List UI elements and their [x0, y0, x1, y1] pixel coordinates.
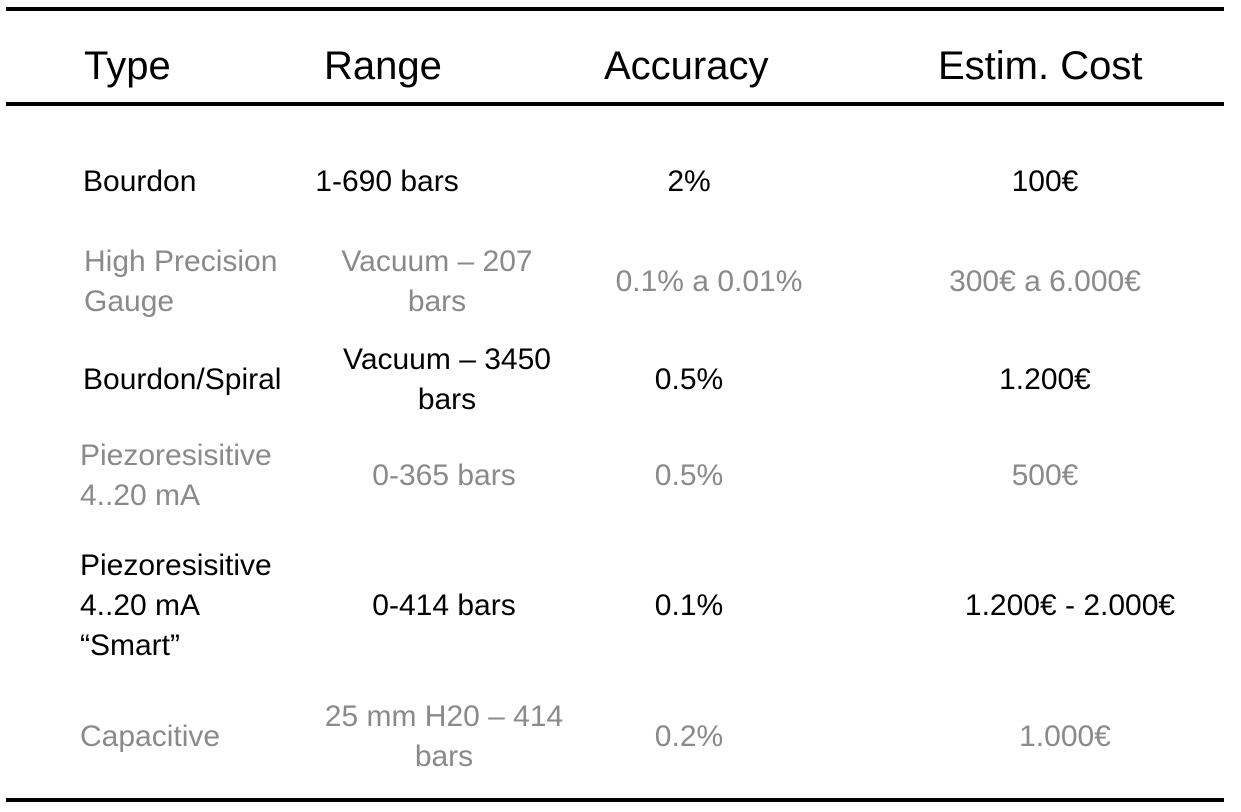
cost-cell: 300€ a 6.000€: [949, 265, 1141, 298]
range-cell: 25 mm H20 – 414 bars: [304, 697, 584, 777]
type-line: Gauge: [84, 285, 175, 318]
range-line: bars: [407, 285, 467, 318]
range-line: Vacuum – 3450: [343, 343, 551, 376]
range-cell: 0-365 bars: [324, 456, 564, 496]
range-line: bars: [417, 383, 477, 416]
cost-cell: 500€: [1011, 459, 1079, 492]
table-top-rule: [6, 7, 1224, 11]
accuracy-cell: 2%: [667, 165, 711, 198]
range-line: 0-365 bars: [372, 459, 516, 492]
type-cell: Piezoresisitive 4..20 mA: [80, 436, 272, 516]
range-cell: Vacuum – 3450 bars: [317, 340, 577, 420]
range-cell: 1-690 bars: [287, 162, 487, 202]
cost-cell: 1.200€: [999, 363, 1091, 396]
type-cell: High Precision Gauge: [84, 242, 277, 322]
accuracy-cell: 0.1% a 0.01%: [615, 265, 803, 298]
header-cost: Estim. Cost: [938, 44, 1143, 88]
header-type: Type: [84, 44, 171, 88]
cost-cell: 1.000€: [1019, 720, 1111, 753]
accuracy-cell: 0.5%: [654, 459, 724, 492]
type-cell: Piezoresisitive 4..20 mA “Smart”: [80, 546, 272, 666]
header-range: Range: [324, 44, 442, 88]
type-line: Piezoresisitive: [80, 549, 272, 582]
header-accuracy: Accuracy: [604, 44, 769, 88]
cost-cell: 100€: [1011, 165, 1079, 198]
accuracy-cell: 0.5%: [654, 363, 724, 396]
cost-cell: 1.200€ - 2.000€: [964, 589, 1176, 622]
type-cell: Bourdon: [83, 162, 196, 202]
type-cell: Bourdon/Spiral: [83, 360, 281, 400]
type-cell: Capacitive: [80, 717, 220, 757]
range-line: bars: [414, 740, 474, 773]
accuracy-cell: 0.1%: [654, 589, 724, 622]
range-line: 0-414 bars: [372, 589, 516, 622]
type-line: 4..20 mA: [80, 589, 201, 622]
range-line: 1-690 bars: [315, 165, 459, 198]
range-cell: Vacuum – 207 bars: [317, 242, 557, 322]
type-line: Bourdon: [83, 165, 197, 198]
type-line: “Smart”: [80, 629, 180, 662]
header-divider-rule: [6, 102, 1224, 106]
table-bottom-rule: [6, 798, 1224, 802]
type-line: Capacitive: [80, 720, 221, 753]
range-line: 25 mm H20 – 414: [324, 700, 564, 733]
type-line: Bourdon/Spiral: [83, 363, 282, 396]
range-line: Vacuum – 207: [341, 245, 533, 278]
range-cell: 0-414 bars: [324, 586, 564, 626]
type-line: High Precision: [84, 245, 278, 278]
accuracy-cell: 0.2%: [654, 720, 724, 753]
type-line: 4..20 mA: [80, 479, 201, 512]
type-line: Piezoresisitive: [80, 439, 272, 472]
